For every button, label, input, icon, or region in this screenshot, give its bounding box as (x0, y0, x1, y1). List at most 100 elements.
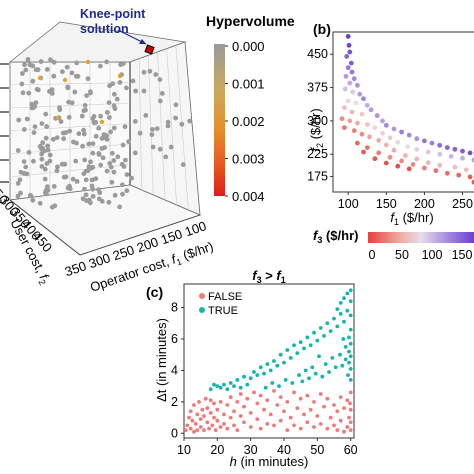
panel-a-gridline (157, 51, 166, 201)
hypervolume-tick-label: 0.004 (232, 189, 265, 204)
panel-a-point (121, 164, 127, 169)
panel-c-point-true (348, 313, 353, 318)
f3-colorbar-label: f3 ($/hr) (313, 228, 358, 245)
panel-a-highlight-point (62, 77, 68, 83)
panel-c-point-false (325, 426, 330, 431)
f3-colorbar-tick-label: 100 (422, 248, 443, 262)
panel-a-point (108, 129, 113, 135)
panel-a-point (93, 176, 99, 182)
panel-a-point (85, 76, 91, 82)
panel-c-point-false (225, 403, 230, 407)
panel-b-point (342, 125, 347, 130)
panel-a-point (157, 98, 163, 104)
panel-b-point (460, 148, 465, 154)
panel-b-point (351, 76, 357, 82)
panel-a-point (133, 88, 139, 94)
panel-a-point (32, 124, 38, 129)
panel-a-point (23, 164, 29, 170)
panel-a-point (154, 126, 160, 131)
panel-c-point-false (312, 425, 316, 429)
panel-c-point-false (205, 406, 210, 410)
panel-c-point-false (198, 417, 203, 421)
panel-c-point-true (338, 301, 343, 305)
panel-a-point (90, 193, 96, 199)
panel-a-highlight-point (55, 115, 61, 121)
panel-b-point (347, 49, 353, 55)
panel-b-point (425, 149, 431, 155)
panel-a-point (98, 63, 103, 69)
panel-b-point (410, 162, 416, 167)
panel-c-point-false (318, 422, 323, 426)
panel-c-point-false (292, 423, 296, 428)
panel-a-point (55, 164, 60, 170)
panel-a-point (187, 118, 193, 124)
panel-b-x-tick-label: 250 (452, 197, 473, 211)
panel-a-point (153, 72, 159, 77)
panel-a-point (104, 137, 110, 142)
panel-a-point (84, 93, 89, 98)
panel-c-y-tick-label: 4 (171, 363, 178, 377)
panel-a-point (35, 67, 41, 73)
panel-a-point (65, 85, 71, 91)
panel-a-x-edge (79, 214, 201, 256)
panel-c-point-true (318, 326, 323, 330)
panel-a-point (96, 125, 102, 131)
panel-b-point (395, 139, 401, 145)
panel-c-point-true (270, 381, 275, 385)
panel-a-point (107, 115, 112, 120)
panel-c-point-true (238, 385, 243, 390)
panel-a-point (27, 193, 33, 199)
panel-c-points (184, 288, 353, 434)
panel-b-y-tick-label: 175 (307, 169, 328, 183)
panel-a-point (163, 154, 169, 160)
panel-c-point-false (212, 401, 216, 406)
panel-a-point (80, 196, 86, 202)
panel-a-highlight-point (85, 59, 91, 65)
panel-c-point-true (282, 360, 286, 365)
panel-a-point (86, 141, 92, 147)
panel-c-point-false (335, 428, 340, 432)
panel-c-point-true (340, 363, 345, 368)
panel-a-point (82, 103, 88, 108)
panel-a-point (30, 78, 36, 84)
panel-a-point (82, 186, 87, 192)
panel-c-point-true (323, 362, 328, 366)
panel-b-point (339, 116, 345, 122)
panel-a-point (39, 121, 45, 126)
panel-b-point (414, 136, 420, 142)
panel-c-point-false (312, 400, 316, 404)
panel-c-point-false (238, 414, 243, 418)
panel-a-point (49, 204, 55, 210)
panel-a-point (124, 188, 130, 194)
panel-b-point (422, 165, 427, 171)
legend-true-label: TRUE (208, 305, 238, 317)
panel-c-point-false (208, 398, 213, 403)
panel-c-point-false (213, 428, 218, 432)
panel-b-point (437, 142, 443, 148)
panel-c-point-false (207, 426, 211, 431)
panel-c-point-false (228, 415, 233, 420)
panel-b-point (463, 167, 469, 173)
panel-c-point-true (295, 351, 300, 355)
panel-c-point-true (330, 356, 335, 360)
panel-c-point-true (317, 354, 321, 359)
panel-c-point-true (333, 365, 338, 370)
panel-a-point (107, 161, 113, 166)
panel-c-label: (c) (146, 284, 163, 300)
panel-c-point-false (202, 414, 206, 418)
panel-a-point (90, 150, 96, 156)
knee-point-annotation-line2: solution (80, 22, 129, 36)
panel-a-point (97, 190, 103, 196)
panel-a-point (24, 116, 30, 122)
panel-a-point (51, 59, 57, 65)
panel-c-point-true (348, 327, 353, 332)
panel-c-ticks: 10 20 30 40 50 60 0 2 4 6 8 (171, 301, 358, 457)
panel-c-point-false (272, 389, 276, 393)
legend-true-swatch (199, 307, 205, 313)
panel-b-point (387, 135, 393, 141)
panel-c-point-true (242, 374, 246, 379)
panel-a-point (17, 177, 23, 183)
panel-b-point (364, 145, 370, 151)
panel-c-point-true (258, 365, 263, 370)
